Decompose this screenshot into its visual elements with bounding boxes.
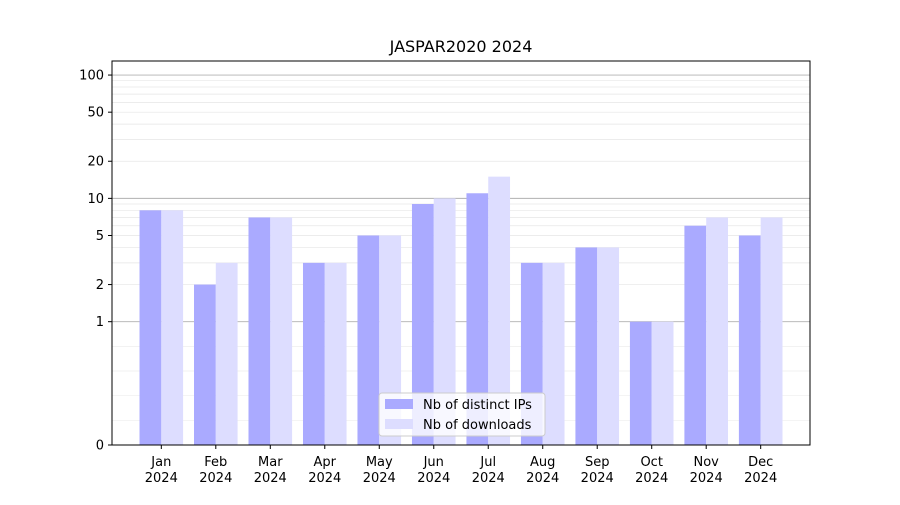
bar-downloads <box>651 321 674 445</box>
x-tick-label-year: 2024 <box>199 471 232 486</box>
x-tick-label-month: Oct <box>640 455 662 470</box>
x-tick-label-year: 2024 <box>472 471 505 486</box>
y-tick-label: 20 <box>87 155 104 170</box>
x-tick-label-year: 2024 <box>744 471 777 486</box>
plot-frame <box>111 60 811 446</box>
x-tick-label-year: 2024 <box>635 471 668 486</box>
x-tick-label-month: Feb <box>204 455 227 470</box>
x-tick-label-year: 2024 <box>417 471 450 486</box>
x-tick-label-month: Mar <box>258 455 283 470</box>
bar-distinct-ips <box>466 193 489 445</box>
legend-label: Nb of distinct IPs <box>423 398 532 413</box>
bar-downloads <box>542 262 565 445</box>
x-tick-label-month: Sep <box>585 455 610 470</box>
x-tick-label-month: Nov <box>694 455 720 470</box>
bar-downloads <box>215 262 238 445</box>
chart-title: JASPAR2020 2024 <box>389 37 533 56</box>
x-axis: Jan2024Feb2024Mar2024Apr2024May2024Jun20… <box>145 445 777 486</box>
x-tick-label-month: Apr <box>314 455 337 470</box>
bar-distinct-ips <box>248 217 271 445</box>
x-tick-label-year: 2024 <box>363 471 396 486</box>
x-tick-label-year: 2024 <box>145 471 178 486</box>
bar-distinct-ips <box>139 210 162 445</box>
bar-downloads <box>270 217 293 445</box>
bar-distinct-ips <box>357 235 380 445</box>
legend-label: Nb of downloads <box>423 418 532 433</box>
x-tick-label-month: Jun <box>423 455 444 470</box>
bar-downloads <box>597 247 620 445</box>
y-tick-label: 0 <box>96 439 104 454</box>
bar-distinct-ips <box>302 262 325 445</box>
x-tick-label-month: Aug <box>530 455 555 470</box>
x-tick-label-year: 2024 <box>690 471 723 486</box>
bar-distinct-ips <box>738 235 761 445</box>
bar-downloads <box>433 198 456 445</box>
bar-downloads <box>324 262 347 445</box>
bar-distinct-ips <box>411 204 434 445</box>
bar-distinct-ips <box>684 225 707 445</box>
x-tick-label-month: Dec <box>748 455 773 470</box>
bar-distinct-ips <box>575 247 598 445</box>
x-tick-label-month: Jan <box>150 455 171 470</box>
legend-swatch <box>385 419 413 429</box>
bar-distinct-ips <box>194 284 216 445</box>
bar-downloads <box>760 217 783 445</box>
legend-box <box>378 392 546 437</box>
bar-downloads <box>488 176 511 445</box>
bar-downloads <box>706 217 728 445</box>
x-tick-label-year: 2024 <box>526 471 559 486</box>
y-tick-label: 1 <box>96 315 104 330</box>
x-tick-label-month: Jul <box>479 455 496 470</box>
y-axis: 0 1 2 5 10 20 50 100 <box>79 69 112 454</box>
y-tick-label: 100 <box>79 69 104 84</box>
y-tick-label: 5 <box>96 229 104 244</box>
y-tick-label: 10 <box>87 192 104 207</box>
y-tick-label: 50 <box>87 106 104 121</box>
x-tick-label-year: 2024 <box>581 471 614 486</box>
y-tick-label: 2 <box>96 278 104 293</box>
x-tick-label-year: 2024 <box>254 471 287 486</box>
x-tick-label-year: 2024 <box>308 471 341 486</box>
legend-swatch <box>385 399 413 409</box>
bar-distinct-ips <box>629 321 652 445</box>
bar-downloads <box>161 210 184 445</box>
bars <box>139 176 783 445</box>
legend: Nb of distinct IPs Nb of downloads <box>378 392 546 437</box>
x-tick-label-month: May <box>366 455 393 470</box>
